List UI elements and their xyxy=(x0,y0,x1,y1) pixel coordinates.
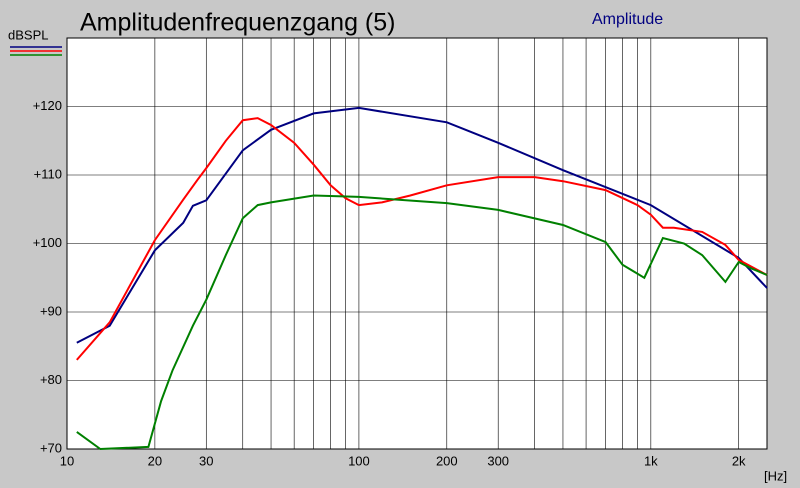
y-tick-label: +120 xyxy=(33,98,62,113)
series-line xyxy=(76,117,768,361)
series-line xyxy=(76,106,768,344)
x-tick-label: 100 xyxy=(348,453,370,468)
y-tick-label: +90 xyxy=(40,303,62,318)
chart-subtitle: Amplitude xyxy=(592,11,663,28)
x-tick-label: 10 xyxy=(60,453,74,468)
x-tick-label: 200 xyxy=(436,453,458,468)
x-axis-label: [Hz] xyxy=(764,468,787,483)
chart-title: Amplitudenfrequenzgang (5) xyxy=(80,9,395,37)
y-axis-label: dBSPL xyxy=(8,27,48,42)
x-tick-label: 2k xyxy=(732,453,746,468)
series-line xyxy=(76,194,768,451)
x-tick-label: 1k xyxy=(644,453,658,468)
x-tick-label: 30 xyxy=(199,453,213,468)
y-tick-label: +70 xyxy=(40,440,62,455)
y-tick-label: +110 xyxy=(34,166,62,181)
x-tick-label: 20 xyxy=(148,453,162,468)
y-tick-label: +100 xyxy=(33,235,62,250)
x-tick-label: 300 xyxy=(487,453,509,468)
y-tick-label: +80 xyxy=(40,372,62,387)
